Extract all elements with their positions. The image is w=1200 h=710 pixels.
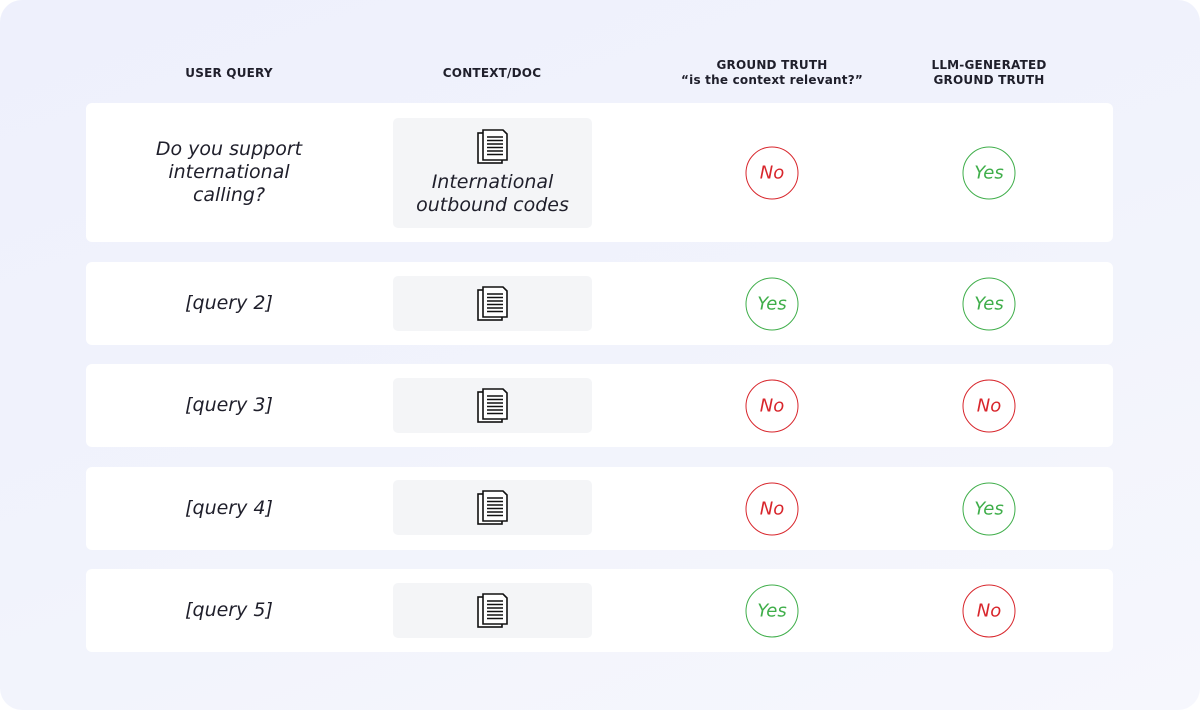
- user-query-text: Do you support international calling?: [155, 138, 303, 206]
- ground-truth-badge: No: [745, 379, 799, 432]
- llm-ground-truth-badge: Yes: [962, 146, 1016, 199]
- header-user-query: USER QUERY: [185, 66, 273, 80]
- header-llm-line1: LLM-GENERATED: [931, 58, 1047, 72]
- llm-ground-truth-badge: Yes: [962, 277, 1016, 330]
- header-ground-truth: GROUND TRUTH “is the context relevant?”: [681, 58, 863, 88]
- ground-truth-badge: Yes: [745, 584, 799, 637]
- table-row: [query 3] No No: [86, 364, 1113, 447]
- context-doc: [393, 378, 592, 433]
- header-context: CONTEXT/DOC: [442, 66, 542, 80]
- context-doc: [393, 276, 592, 331]
- table-row: [query 5] Yes No: [86, 569, 1113, 652]
- table-row: [query 2] Yes Yes: [86, 262, 1113, 345]
- header-llm-line2: GROUND TRUTH: [933, 73, 1045, 87]
- ground-truth-badge: No: [745, 482, 799, 535]
- header-ground-truth-subtitle: “is the context relevant?”: [681, 73, 863, 87]
- context-doc: [393, 480, 592, 535]
- llm-ground-truth-badge: Yes: [962, 482, 1016, 535]
- table-row: Do you support international calling? Int…: [86, 103, 1113, 242]
- llm-ground-truth-badge: No: [962, 584, 1016, 637]
- header-llm-ground-truth: LLM-GENERATED GROUND TRUTH: [931, 58, 1046, 88]
- document-icon: [476, 489, 509, 526]
- user-query-text: [query 2]: [185, 292, 273, 314]
- header-ground-truth-title: GROUND TRUTH: [716, 58, 828, 72]
- context-doc: [393, 583, 592, 638]
- ground-truth-badge: No: [745, 146, 799, 199]
- user-query-text: [query 4]: [185, 497, 273, 519]
- ground-truth-badge: Yes: [745, 277, 799, 330]
- doc-title: International outbound codes: [416, 171, 569, 216]
- context-doc: International outbound codes: [393, 118, 592, 228]
- document-icon: [476, 592, 509, 629]
- document-icon: [476, 387, 509, 424]
- document-icon: [476, 285, 509, 322]
- table-row: [query 4] No Yes: [86, 467, 1113, 550]
- document-icon: [476, 129, 509, 165]
- llm-ground-truth-badge: No: [962, 379, 1016, 432]
- user-query-text: [query 3]: [185, 394, 273, 416]
- user-query-text: [query 5]: [185, 599, 273, 621]
